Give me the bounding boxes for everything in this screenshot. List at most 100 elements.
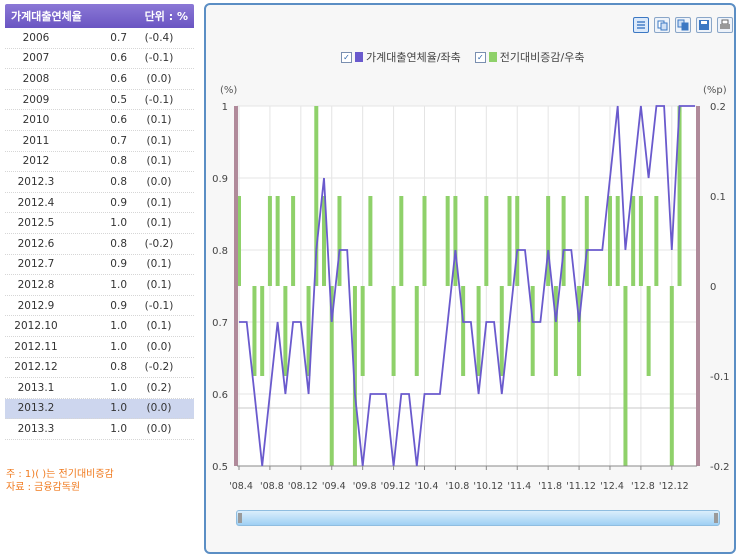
cell-value: 0.8	[110, 175, 127, 188]
bar-swatch	[488, 52, 497, 62]
cell-period: 2013.2	[17, 402, 55, 415]
cell-period: 2012.7	[17, 258, 55, 271]
bar	[577, 286, 582, 376]
table-row: 2012.12 0.8 (-0.2)	[5, 358, 194, 379]
x-tick-label: '10.12	[473, 481, 503, 492]
table-row: 2012 0.8 (0.1)	[5, 152, 194, 173]
cell-period: 2013.3	[17, 423, 55, 436]
cell-value: 1.0	[110, 423, 127, 436]
cell-change: (0.0)	[146, 402, 172, 415]
bar	[368, 196, 373, 286]
cell-period: 2012.9	[17, 299, 55, 312]
bar	[275, 196, 280, 286]
footnote-line: 주 : 1)( )는 전기대비증감	[6, 469, 114, 480]
cell-period: 2006	[22, 31, 50, 44]
bar	[399, 196, 404, 286]
cell-change: (-0.1)	[144, 299, 174, 312]
table-row: 2012.7 0.9 (0.1)	[5, 255, 194, 276]
bar	[422, 196, 427, 286]
bar	[237, 196, 241, 286]
range-handle-left[interactable]	[238, 513, 242, 523]
cell-change: (-0.4)	[144, 31, 174, 44]
bar	[252, 286, 257, 376]
copy-all-icon[interactable]	[675, 17, 691, 33]
table-row: 2013.2 1.0 (0.0)	[5, 398, 194, 420]
bar	[360, 286, 365, 376]
bar	[476, 286, 481, 376]
cell-value: 1.0	[110, 381, 127, 394]
bar	[669, 286, 674, 466]
table-row: 2012.11 1.0 (0.0)	[5, 337, 194, 358]
bar	[414, 286, 419, 376]
bar	[329, 286, 334, 466]
left-tick-label: 0.9	[212, 174, 228, 185]
table-row: 2013.1 1.0 (0.2)	[5, 378, 194, 399]
cell-change: (-0.1)	[144, 93, 174, 106]
cell-period: 2012.10	[14, 320, 58, 333]
cell-change: (-0.2)	[144, 237, 174, 250]
cell-change: (-0.2)	[144, 361, 174, 374]
cell-period: 2011	[22, 134, 50, 147]
cell-period: 2012.12	[14, 361, 58, 374]
table-row: 2012.8 1.0 (0.1)	[5, 275, 194, 296]
cell-period: 2008	[22, 72, 50, 85]
table-header: 가계대출연체율 단위 : %	[5, 4, 194, 28]
left-axis	[234, 106, 238, 466]
table-row: 2012.10 1.0 (0.1)	[5, 316, 194, 337]
table-row: 2007 0.6 (-0.1)	[5, 49, 194, 70]
bar	[615, 196, 620, 286]
x-tick-label: '10.4	[415, 481, 439, 492]
x-tick-label: '10.8	[446, 481, 470, 492]
right-tick-label: 0	[710, 282, 716, 293]
bar	[314, 106, 319, 286]
cell-period: 2010	[22, 114, 50, 127]
right-tick-label: 0.1	[710, 192, 726, 203]
bar	[267, 196, 272, 286]
table-row: 2010 0.6 (0.1)	[5, 110, 194, 131]
list-icon[interactable]	[633, 17, 649, 33]
cell-period: 2012	[22, 155, 50, 168]
x-tick-label: '11.12	[566, 481, 596, 492]
left-tick-label: 0.7	[212, 318, 228, 329]
bar	[530, 286, 535, 376]
x-tick-label: '11.4	[507, 481, 531, 492]
left-tick-label: 0.8	[212, 246, 228, 257]
bar	[553, 286, 558, 376]
x-tick-label: '08.8	[260, 481, 284, 492]
checkbox-icon[interactable]: ✓	[341, 51, 352, 63]
table-row: 2012.4 0.9 (0.1)	[5, 193, 194, 214]
checkbox-icon[interactable]: ✓	[474, 51, 486, 63]
cell-change: (0.1)	[146, 320, 172, 333]
range-scrollbar[interactable]	[236, 510, 720, 526]
bar	[515, 196, 520, 286]
cell-period: 2012.3	[17, 175, 55, 188]
print-icon[interactable]	[717, 17, 733, 33]
bar	[391, 286, 396, 376]
cell-value: 0.8	[110, 361, 127, 374]
copy-icon[interactable]	[654, 17, 670, 33]
cell-value: 0.8	[110, 237, 127, 250]
footnote: 주 : 1)( )는 전기대비증감 자료 : 금융감독원	[6, 468, 114, 494]
right-tick-label: 0.2	[710, 102, 726, 113]
bar	[352, 286, 357, 466]
x-tick-label: '12.12	[659, 481, 689, 492]
bar	[337, 196, 342, 286]
cell-value: 0.7	[110, 134, 127, 147]
chart-panel: ✓ 가계대출연체율/좌축 ✓ 전기대비증감/우축 (%) (%p) 1 0.9 0.8 0…	[204, 3, 736, 554]
bar	[291, 196, 296, 286]
x-tick-label: '09.8	[353, 481, 377, 492]
cell-period: 2012.11	[14, 340, 58, 353]
legend-item-bar[interactable]: ✓ 전기대비증감/우축	[474, 49, 584, 65]
left-tick-label: 0.6	[212, 390, 228, 401]
cell-period: 2012.6	[17, 237, 55, 250]
cell-change: (0.1)	[146, 114, 172, 127]
save-icon[interactable]	[696, 17, 712, 33]
x-tick-label: '09.4	[322, 481, 346, 492]
range-handle-right[interactable]	[714, 513, 718, 523]
bar	[677, 106, 682, 286]
legend-item-line[interactable]: ✓ 가계대출연체율/좌축	[341, 49, 461, 65]
cell-change: (0.0)	[146, 175, 172, 188]
right-axis	[696, 106, 700, 466]
table-title: 가계대출연체율	[11, 10, 82, 23]
source-line: 자료 : 금융감독원	[6, 482, 81, 493]
